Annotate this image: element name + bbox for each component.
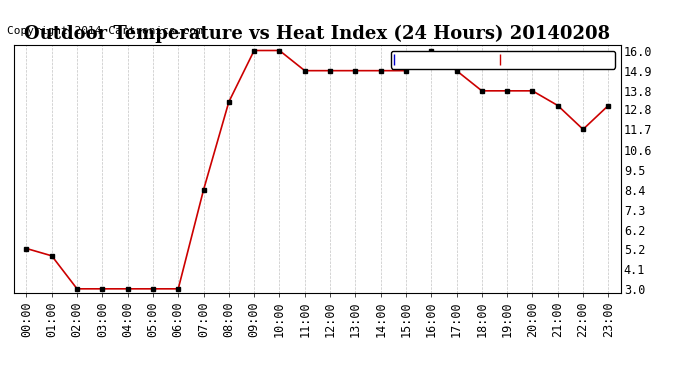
Text: Copyright 2014 Cartronics.com: Copyright 2014 Cartronics.com <box>7 26 203 36</box>
Title: Outdoor Temperature vs Heat Index (24 Hours) 20140208: Outdoor Temperature vs Heat Index (24 Ho… <box>24 25 611 44</box>
Legend: Heat Index (°F), Temperature (°F): Heat Index (°F), Temperature (°F) <box>391 51 615 69</box>
